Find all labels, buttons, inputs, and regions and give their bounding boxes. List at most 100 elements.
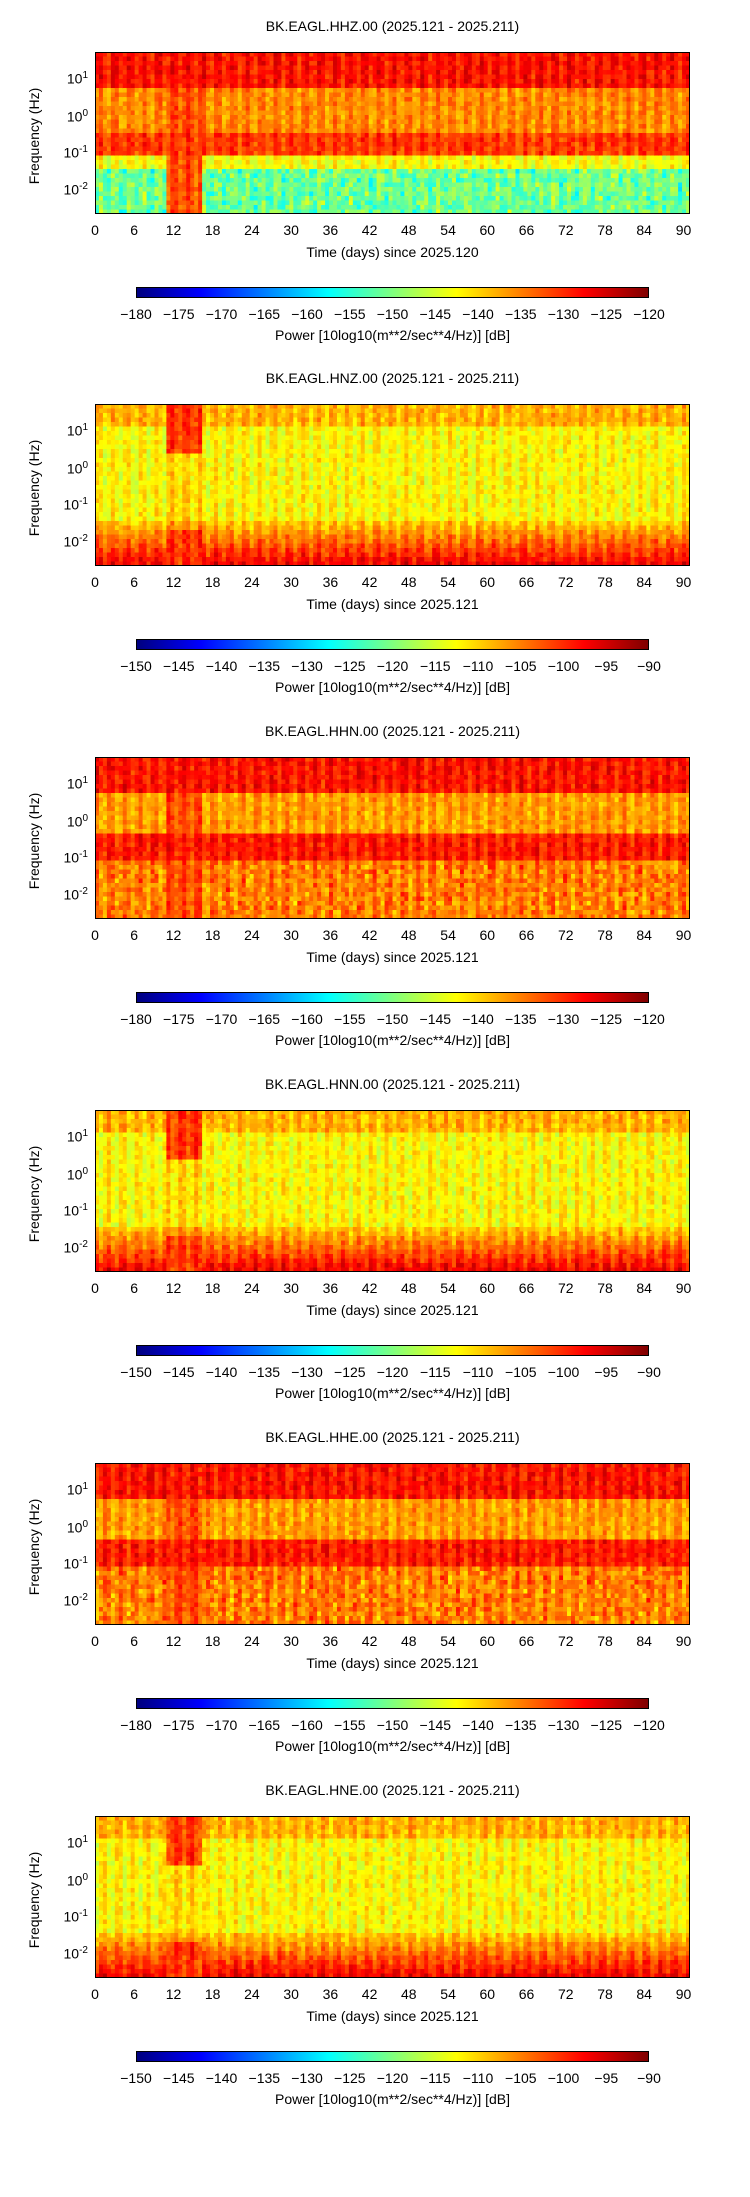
y-tick-label: 100 [67,813,88,830]
colorbar-tick-label: −160 [291,1011,323,1027]
colorbar-tick-label: −135 [249,2070,281,2086]
spectrogram-plot [95,1816,690,1978]
y-tick-exponent: -1 [79,849,88,860]
x-tick-label: 0 [91,927,99,943]
x-tick-label: 30 [283,1986,299,2002]
spectrogram-panel-3: BK.EAGL.HHN.00 (2025.121 - 2025.211) Freq… [0,705,750,1057]
y-tick-label: 100 [67,1872,88,1889]
colorbar-tick-label: −90 [637,1364,661,1380]
y-tick-label: 10-2 [64,1592,88,1609]
colorbar-tick-label: −125 [591,1717,623,1733]
y-tick-exponent: -1 [79,496,88,507]
y-tick-base: 10 [64,887,80,903]
x-tick-label: 90 [676,1280,692,1296]
y-tick-label: 10-1 [64,144,88,161]
y-tick-exponent: 0 [82,460,88,471]
x-tick-label: 84 [636,1986,652,2002]
y-tick-base: 10 [64,182,80,198]
y-tick-base: 10 [64,1909,80,1925]
y-tick-exponent: -2 [79,181,88,192]
spectrogram-panel-6: BK.EAGL.HNE.00 (2025.121 - 2025.211) Freq… [0,1764,750,2116]
colorbar [136,2051,649,2062]
colorbar-tick-label: −115 [420,658,451,674]
x-tick-label: 6 [130,927,138,943]
spectrogram-plot [95,404,690,566]
colorbar-tick-label: −145 [420,306,452,322]
x-tick-label: 6 [130,222,138,238]
x-tick-label: 0 [91,574,99,590]
x-tick-label: 6 [130,1280,138,1296]
x-tick-label: 72 [558,1633,574,1649]
y-tick-label: 10-1 [64,496,88,513]
y-tick-label: 10-2 [64,886,88,903]
y-tick-base: 10 [67,1835,83,1851]
x-tick-label: 24 [244,1280,260,1296]
y-axis-label: Frequency (Hz) [26,88,42,184]
y-tick-exponent: -1 [79,1908,88,1919]
chart-title: BK.EAGL.HHZ.00 (2025.121 - 2025.211) [95,18,690,34]
colorbar-tick-label: −125 [591,1011,623,1027]
x-tick-label: 78 [597,1280,613,1296]
y-tick-exponent: -2 [79,1592,88,1603]
colorbar-tick-label: −170 [206,1717,238,1733]
colorbar-tick-label: −145 [420,1011,452,1027]
x-tick-label: 84 [636,574,652,590]
y-tick-label: 101 [67,1128,88,1145]
y-tick-label: 10-1 [64,1908,88,1925]
x-tick-label: 42 [362,222,378,238]
x-axis-label: Time (days) since 2025.121 [95,1655,690,1671]
x-tick-label: 0 [91,1280,99,1296]
y-tick-base: 10 [67,1482,83,1498]
colorbar-tick-label: −175 [163,1717,195,1733]
chart-title: BK.EAGL.HHE.00 (2025.121 - 2025.211) [95,1429,690,1445]
x-tick-label: 60 [480,1986,496,2002]
colorbar-tick-label: −145 [163,1364,195,1380]
colorbar-tick-label: −170 [206,306,238,322]
colorbar-tick-label: −95 [594,1364,618,1380]
y-tick-base: 10 [64,1946,80,1962]
x-tick-label: 84 [636,222,652,238]
y-tick-base: 10 [67,71,83,87]
x-tick-label: 36 [323,927,339,943]
colorbar-tick-label: −140 [206,1364,238,1380]
y-tick-exponent: 1 [82,70,88,81]
y-tick-base: 10 [64,1556,80,1572]
x-tick-label: 78 [597,1986,613,2002]
x-tick-label: 60 [480,1633,496,1649]
x-tick-label: 12 [166,927,182,943]
colorbar-tick-label: −115 [420,1364,451,1380]
colorbar-tick-label: −150 [377,1717,409,1733]
colorbar-label: Power [10log10(m**2/sec**4/Hz)] [dB] [136,1385,649,1401]
colorbar-tick-label: −90 [637,658,661,674]
x-tick-label: 18 [205,1986,221,2002]
colorbar-tick-label: −90 [637,2070,661,2086]
x-tick-label: 12 [166,574,182,590]
x-tick-label: 72 [558,222,574,238]
colorbar-tick-label: −100 [548,2070,580,2086]
x-tick-label: 90 [676,574,692,590]
y-tick-base: 10 [67,814,83,830]
y-tick-base: 10 [64,850,80,866]
y-tick-label: 10-1 [64,849,88,866]
x-tick-label: 60 [480,222,496,238]
colorbar [136,1345,649,1356]
x-tick-label: 24 [244,1633,260,1649]
x-tick-label: 48 [401,1986,417,2002]
x-tick-label: 90 [676,222,692,238]
x-tick-label: 66 [519,927,535,943]
colorbar-tick-label: −130 [291,1364,323,1380]
colorbar-tick-label: −135 [249,658,281,674]
y-tick-base: 10 [67,1520,83,1536]
colorbar-tick-label: −180 [120,306,152,322]
x-tick-label: 30 [283,927,299,943]
y-tick-label: 10-2 [64,533,88,550]
x-tick-label: 72 [558,1986,574,2002]
colorbar-tick-label: −150 [120,2070,152,2086]
x-tick-label: 24 [244,574,260,590]
x-tick-label: 72 [558,1280,574,1296]
colorbar-label: Power [10log10(m**2/sec**4/Hz)] [dB] [136,327,649,343]
x-tick-label: 84 [636,927,652,943]
x-tick-label: 60 [480,574,496,590]
y-tick-base: 10 [67,461,83,477]
y-tick-exponent: 1 [82,1834,88,1845]
